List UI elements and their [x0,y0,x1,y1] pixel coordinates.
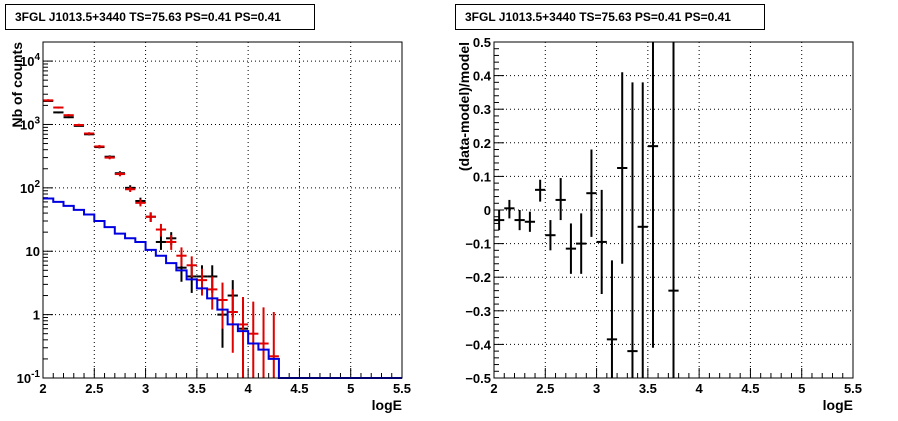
plot-frame [42,41,403,379]
x-tick-label: 3 [593,381,600,396]
y-tick-label: 103 [20,115,40,132]
y-tick-label: 0 [484,203,491,218]
x-tick-label: 4.5 [741,381,759,396]
x-axis-title: logE [823,397,853,413]
x-tick-label: 2 [490,381,497,396]
y-tick-label: 10-1 [17,369,41,386]
x-tick-label: 3.5 [188,381,206,396]
series-1 [43,99,279,378]
y-tick-label: 0.3 [473,102,491,117]
y-tick-labels: −0.5 −0.4 −0.3 −0.2 −0.1 0 0.1 0.2 0.3 0.4 0.5 [465,35,491,386]
y-tick-label: 0.5 [473,35,491,50]
y-tick-label: 0.1 [473,169,491,184]
y-tick-label: 0.2 [473,136,491,151]
model-histogram [43,197,402,379]
x-tick-label: 2.5 [85,381,103,396]
y-tick-label: 0.4 [473,69,492,84]
right-chart-title: 3FGL J1013.5+3440 TS=75.63 PS=0.41 PS=0.… [455,4,765,30]
y-tick-label: −0.5 [465,371,491,386]
x-tick-label: 4 [245,381,253,396]
y-tick-label: −0.1 [465,237,491,252]
plot-frame [493,41,854,379]
y-tick-label: 102 [20,179,40,196]
x-axis-title: logE [372,397,402,413]
x-tick-label: 2 [39,381,46,396]
axis-ticks [493,41,854,379]
y-tick-label: −0.2 [465,270,491,285]
x-tick-label: 3.5 [639,381,657,396]
x-tick-labels: 2 2.5 3 3.5 4 4.5 5 5.5 [39,381,411,396]
x-tick-label: 2.5 [536,381,554,396]
y-tick-label: 10 [26,244,40,259]
y-tick-label: −0.4 [465,337,491,352]
series-0 [494,42,679,378]
x-tick-label: 4 [696,381,704,396]
series-2 [43,197,402,379]
y-tick-label: −0.3 [465,304,491,319]
grid [494,42,853,378]
right-chart-svg: 2 2.5 3 3.5 4 4.5 5 5.5 −0.5 −0.4 −0.3 −0.2 −0.1 0 0.1… [456,35,862,413]
x-tick-label: 5 [347,381,354,396]
y-axis-title: Nb of counts [9,42,25,128]
x-tick-label: 3 [142,381,149,396]
y-tick-label: 1 [33,308,40,323]
x-tick-label: 5.5 [844,381,862,396]
left-chart-svg: 2 2.5 3 3.5 4 4.5 5 5.5 10-1 1 10 102 103 104 logE Nb o… [9,41,411,413]
y-axis-title: (data-model)/model [456,42,472,171]
x-tick-label: 5 [798,381,805,396]
y-tick-labels: 10-1 1 10 102 103 104 [17,52,41,386]
left-panel: 3FGL J1013.5+3440 TS=75.63 PS=0.41 PS=0.… [5,4,411,413]
y-tick-label: 104 [20,52,40,69]
x-tick-label: 4.5 [290,381,308,396]
grid [43,42,402,378]
right-panel: 3FGL J1013.5+3440 TS=75.63 PS=0.41 PS=0.… [449,0,898,421]
x-tick-label: 5.5 [393,381,411,396]
x-tick-labels: 2 2.5 3 3.5 4 4.5 5 5.5 [490,381,862,396]
left-chart-title: 3FGL J1013.5+3440 TS=75.63 PS=0.41 PS=0.… [5,4,315,30]
